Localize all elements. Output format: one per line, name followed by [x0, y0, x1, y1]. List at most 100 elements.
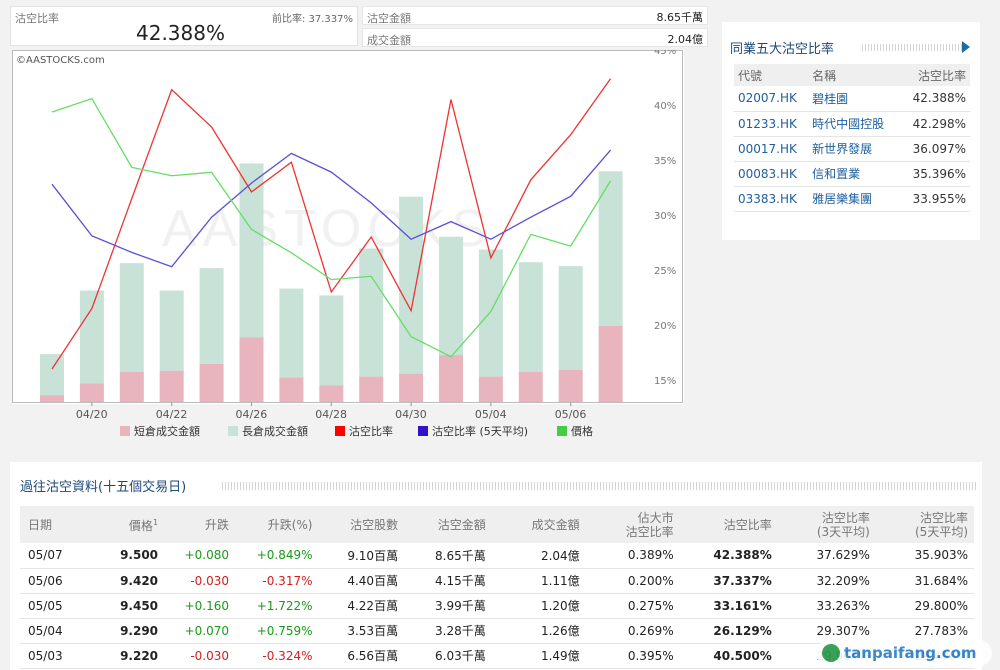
peer-name-link[interactable]: 雅居樂集團 — [808, 186, 898, 212]
x-tick-label: 04/22 — [156, 408, 188, 421]
peer-code-link[interactable]: 02007.HK — [734, 86, 809, 112]
x-tick-label: 04/20 — [76, 408, 108, 421]
header-line1: 價格 — [128, 519, 153, 533]
legend-item-short-ratio[interactable]: 沽空比率 — [335, 423, 393, 439]
peer-ratio: 36.097% — [897, 136, 970, 162]
header-line2: 沽空比率 — [625, 524, 674, 539]
previous-ratio: 前比率: 37.337% — [271, 14, 353, 25]
bar-short — [119, 371, 144, 402]
bar-long — [279, 288, 304, 378]
history-header-cell: 價格1 — [82, 506, 165, 543]
header-line1: 沽空比率 — [821, 510, 870, 525]
history-cell: 6.56百萬 — [318, 643, 405, 669]
history-cell: 3.53百萬 — [318, 618, 405, 644]
bar-long — [199, 268, 224, 364]
legend-item-long-turnover[interactable]: 長倉成交金額 — [228, 423, 308, 439]
legend-label: 長倉成交金額 — [242, 425, 308, 438]
history-cell: 0.389% — [585, 543, 680, 569]
history-cell: 9.290 — [82, 618, 165, 644]
peer-name-link[interactable]: 碧桂園 — [808, 86, 898, 112]
peer-header-ratio: 沽空比率 — [897, 64, 970, 86]
history-cell: 1.49億 — [491, 643, 586, 669]
header-line1: 日期 — [28, 517, 53, 532]
history-cell: 35.903% — [875, 543, 974, 569]
short-ratio-summary: 沽空比率 42.388% 前比率: 37.337% — [10, 6, 358, 46]
peer-name-link[interactable]: 新世界發展 — [808, 136, 898, 162]
short-amount-row: 沽空金額 8.65千萬 — [362, 6, 708, 25]
peer-row[interactable]: 00017.HK 新世界發展 36.097% — [734, 136, 970, 162]
history-header-cell: 日期 — [20, 506, 83, 543]
watermark-logo-icon — [822, 644, 840, 662]
history-row: 05/05 9.450 +0.160 +1.722% 4.22百萬 3.99千萬 1.20億… — [20, 593, 974, 619]
history-cell: 05/07 — [20, 543, 83, 569]
peer-name-link[interactable]: 信和置業 — [808, 161, 898, 187]
peer-name-link[interactable]: 時代中國控股 — [808, 111, 898, 137]
history-cell: 0.200% — [585, 568, 680, 594]
peer-ratio: 42.298% — [897, 111, 970, 137]
x-tick-label: 05/06 — [555, 408, 587, 421]
history-cell: +0.759% — [235, 618, 319, 644]
peer-row[interactable]: 01233.HK 時代中國控股 42.298% — [734, 111, 970, 137]
history-cell: 42.388% — [679, 543, 778, 569]
chart-svg: AASTOCKS ©AASTOCKS.com 15% 20% 25% 30% 35% 40% 4… — [12, 50, 683, 421]
peer-row[interactable]: 03383.HK 雅居樂集團 33.955% — [734, 186, 970, 212]
history-cell: 3.28千萬 — [404, 618, 492, 644]
header-line1: 沽空比率 — [919, 510, 968, 525]
short-selling-chart: AASTOCKS ©AASTOCKS.com 15% 20% 25% 30% 35% 40% 4… — [12, 50, 684, 421]
play-arrow-icon[interactable] — [962, 41, 970, 53]
bar-short — [598, 325, 623, 402]
header-line1: 升跌 — [204, 517, 229, 532]
y-tick-label: 30% — [654, 211, 676, 222]
bar-long — [40, 354, 64, 396]
history-cell: +1.722% — [235, 593, 319, 619]
history-header-cell: 沽空金額 — [404, 506, 492, 543]
series-line — [51, 78, 612, 370]
footnote-marker: 1 — [152, 518, 159, 527]
chart-copyright: ©AASTOCKS.com — [16, 55, 105, 66]
history-cell: 9.10百萬 — [318, 543, 405, 569]
bar-long — [359, 248, 384, 377]
site-watermark: tanpaifang.com — [816, 640, 992, 666]
legend-item-short-ratio-5d[interactable]: 沽空比率 (5天平均) — [418, 423, 528, 439]
history-cell: -0.317% — [235, 568, 319, 594]
title-divider — [862, 44, 962, 51]
peer-code-link[interactable]: 03383.HK — [734, 186, 809, 212]
history-cell: +0.080 — [164, 543, 235, 569]
legend-label: 沽空比率 (5天平均) — [432, 425, 529, 438]
peer-row[interactable]: 02007.HK 碧桂園 42.388% — [734, 86, 970, 112]
bar-short — [239, 337, 264, 402]
y-tick-label: 20% — [654, 321, 676, 332]
peer-code-link[interactable]: 00083.HK — [734, 161, 809, 187]
history-cell: 05/04 — [20, 618, 83, 644]
history-header-cell: 沽空股數 — [318, 506, 405, 543]
history-cell: 05/06 — [20, 568, 83, 594]
y-tick-label: 15% — [654, 376, 676, 387]
turnover-value: 2.04億 — [667, 33, 704, 46]
legend-item-short-turnover[interactable]: 短倉成交金額 — [120, 423, 200, 439]
bar-long — [478, 249, 503, 377]
header-line1: 沽空金額 — [437, 517, 486, 532]
peer-code-link[interactable]: 00017.HK — [734, 136, 809, 162]
history-cell: 8.65千萬 — [404, 543, 492, 569]
history-cell: 05/05 — [20, 593, 83, 619]
peer-panel-title: 同業五大沽空比率 — [730, 42, 835, 57]
legend-item-price[interactable]: 價格 — [557, 423, 593, 439]
bar-short — [199, 363, 224, 402]
bar-long — [399, 196, 424, 374]
history-cell: 31.684% — [875, 568, 974, 594]
peer-header-name: 名稱 — [808, 64, 898, 86]
history-cell: 6.03千萬 — [404, 643, 492, 669]
peer-code-link[interactable]: 01233.HK — [734, 111, 809, 137]
history-cell: 37.629% — [777, 543, 876, 569]
header-line1: 升跌(%) — [267, 517, 313, 532]
history-cell: 33.263% — [777, 593, 876, 619]
short-ratio-value: 42.388% — [136, 21, 225, 45]
legend-swatch — [335, 426, 345, 436]
history-cell: 9.450 — [82, 593, 165, 619]
bar-long — [79, 290, 104, 384]
short-amount-label: 沽空金額 — [367, 12, 411, 25]
peer-row[interactable]: 00083.HK 信和置業 35.396% — [734, 161, 970, 187]
short-ratio-label: 沽空比率 — [15, 12, 59, 25]
history-cell: -0.030 — [164, 643, 235, 669]
peer-header-code: 代號 — [734, 64, 809, 86]
